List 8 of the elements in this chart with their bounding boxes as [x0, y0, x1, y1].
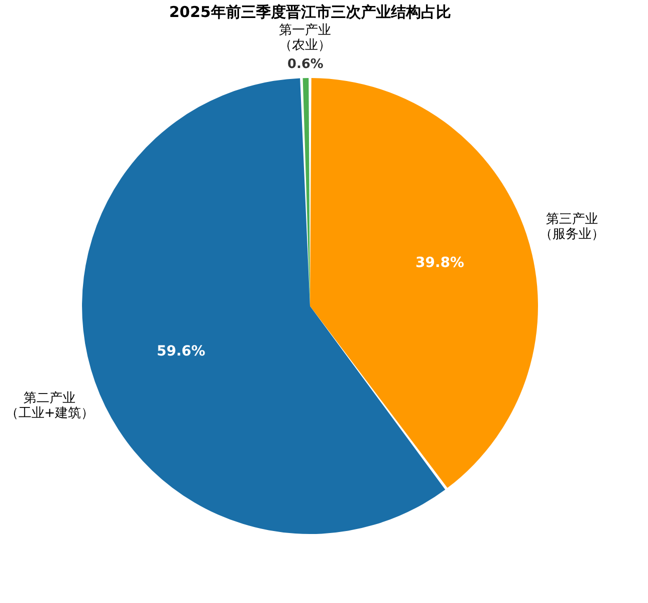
- slice-label: 第二产业（工业+建筑）: [5, 390, 94, 421]
- chart-title: 2025年前三季度晋江市三次产业结构占比: [169, 3, 451, 22]
- slice-label: 第三产业（服务业）: [539, 212, 604, 242]
- slice-label: 第一产业（农业）: [278, 23, 331, 54]
- data-label: 0.6%: [287, 57, 324, 72]
- data-label: 59.6%: [156, 344, 206, 360]
- data-label: 39.8%: [416, 254, 464, 271]
- pie-slice: [310, 78, 538, 488]
